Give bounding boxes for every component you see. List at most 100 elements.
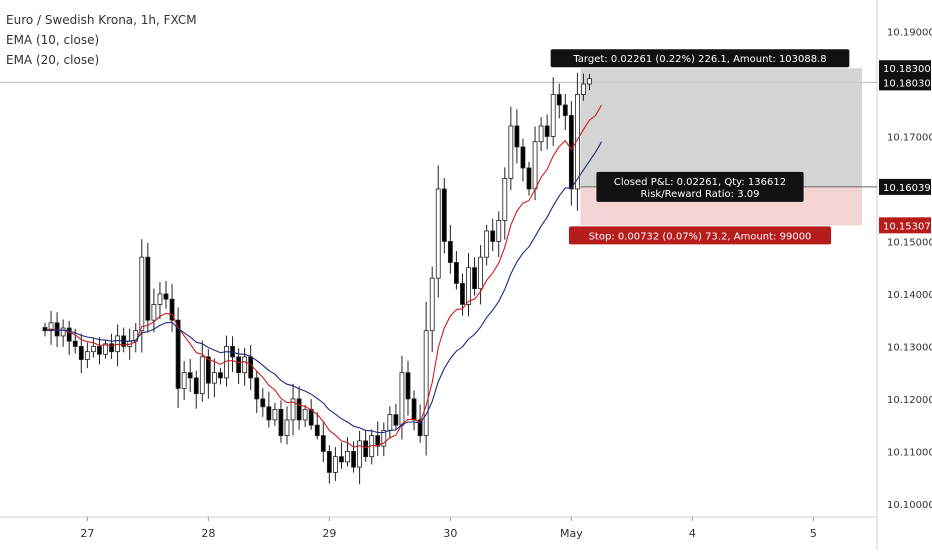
time-tick-label: 5 xyxy=(810,527,817,540)
time-tick-label: 4 xyxy=(689,527,696,540)
candle xyxy=(48,322,54,332)
candle xyxy=(357,440,363,468)
candle xyxy=(97,346,102,355)
target-label: Target: 0.02261 (0.22%) 226.1, Amount: 1… xyxy=(572,54,826,65)
candle xyxy=(193,377,199,395)
candle xyxy=(139,256,145,332)
candle xyxy=(78,346,84,360)
target-zone[interactable] xyxy=(580,68,863,187)
ema20-extension xyxy=(589,141,603,162)
candle xyxy=(447,241,453,263)
candles xyxy=(42,72,592,485)
time-axis: 27 28 29 30 May 4 5 xyxy=(80,517,817,540)
candle xyxy=(199,356,205,395)
ema10-line xyxy=(44,119,590,449)
candle xyxy=(538,125,544,143)
candle xyxy=(345,450,350,463)
candle xyxy=(429,277,435,332)
candle xyxy=(308,409,314,426)
candle xyxy=(84,351,90,360)
candle xyxy=(175,319,181,389)
candle xyxy=(103,343,108,355)
candle xyxy=(550,94,556,137)
candle xyxy=(272,409,278,421)
price-axis: 10.19000 10.17000 10.15000 10.14000 10.13000… xyxy=(879,27,932,511)
candle xyxy=(484,230,490,258)
candle xyxy=(302,409,308,421)
candle xyxy=(514,125,520,148)
candle xyxy=(502,178,508,221)
candle xyxy=(278,409,284,437)
pnl-label-box xyxy=(596,171,804,202)
candle xyxy=(242,356,248,374)
candle xyxy=(399,372,405,426)
price-tick-label: 10.17000 xyxy=(887,132,932,143)
candle xyxy=(435,188,441,279)
time-tick-label: 28 xyxy=(201,527,215,540)
price-badge-label: 10.18030 xyxy=(883,78,931,89)
candle xyxy=(254,377,260,400)
pnl-label: Closed P&L: 0.02261, Qty: 136612 xyxy=(614,177,786,188)
time-tick-label: 30 xyxy=(443,527,457,540)
candle xyxy=(205,356,211,384)
candle xyxy=(60,327,66,337)
candle xyxy=(460,283,465,305)
candle xyxy=(320,435,326,452)
candle xyxy=(66,327,72,342)
candle xyxy=(532,141,538,190)
time-tick-label: 29 xyxy=(322,527,336,540)
candle xyxy=(508,125,514,179)
candle xyxy=(236,356,242,374)
price-badge-label: 10.16039 xyxy=(883,183,931,194)
price-tick-label: 10.13000 xyxy=(887,342,932,353)
candle xyxy=(91,346,96,353)
candle xyxy=(496,220,502,242)
candle xyxy=(248,356,254,379)
candle xyxy=(314,424,320,437)
candle xyxy=(393,414,399,426)
candle xyxy=(466,267,471,305)
candle xyxy=(151,304,157,321)
ema20-legend[interactable]: EMA (20, close) xyxy=(6,53,100,67)
legend: Euro / Swedish Krona, 1h, FXCM EMA (10, … xyxy=(6,10,197,70)
candle xyxy=(423,330,429,437)
candle xyxy=(581,83,586,95)
candle xyxy=(472,267,477,290)
ema10-legend[interactable]: EMA (10, close) xyxy=(6,33,100,47)
ema20-line xyxy=(44,160,590,434)
candle xyxy=(339,456,344,463)
position-labels: Target: 0.02261 (0.22%) 226.1, Amount: 1… xyxy=(550,49,850,245)
candle xyxy=(181,372,187,389)
candle xyxy=(157,293,163,305)
price-badge xyxy=(879,178,931,195)
candle xyxy=(453,262,459,284)
candle xyxy=(556,94,562,106)
price-tick-label: 10.10000 xyxy=(887,500,932,511)
candle xyxy=(218,372,223,379)
candle xyxy=(72,340,78,347)
ema10-extension xyxy=(589,104,603,121)
price-tick-label: 10.14000 xyxy=(887,290,932,301)
ema-lines xyxy=(44,104,603,449)
candle xyxy=(169,298,175,321)
candle xyxy=(363,440,369,458)
candle xyxy=(332,456,338,473)
candle xyxy=(587,78,592,85)
price-tick-label: 10.19000 xyxy=(887,27,932,38)
candle xyxy=(562,104,568,116)
symbol-title[interactable]: Euro / Swedish Krona, 1h, FXCM xyxy=(6,13,197,27)
candle xyxy=(568,115,574,190)
candle xyxy=(544,125,550,137)
candle xyxy=(187,372,193,379)
time-tick-label: 27 xyxy=(80,527,94,540)
candle xyxy=(381,429,387,447)
candle xyxy=(575,94,580,190)
pnl-label: Risk/Reward Ratio: 3.09 xyxy=(640,189,759,200)
candle xyxy=(351,450,356,468)
time-tick-label: May xyxy=(560,527,583,540)
candle xyxy=(163,293,169,300)
candle xyxy=(478,256,484,290)
candle xyxy=(109,343,114,353)
